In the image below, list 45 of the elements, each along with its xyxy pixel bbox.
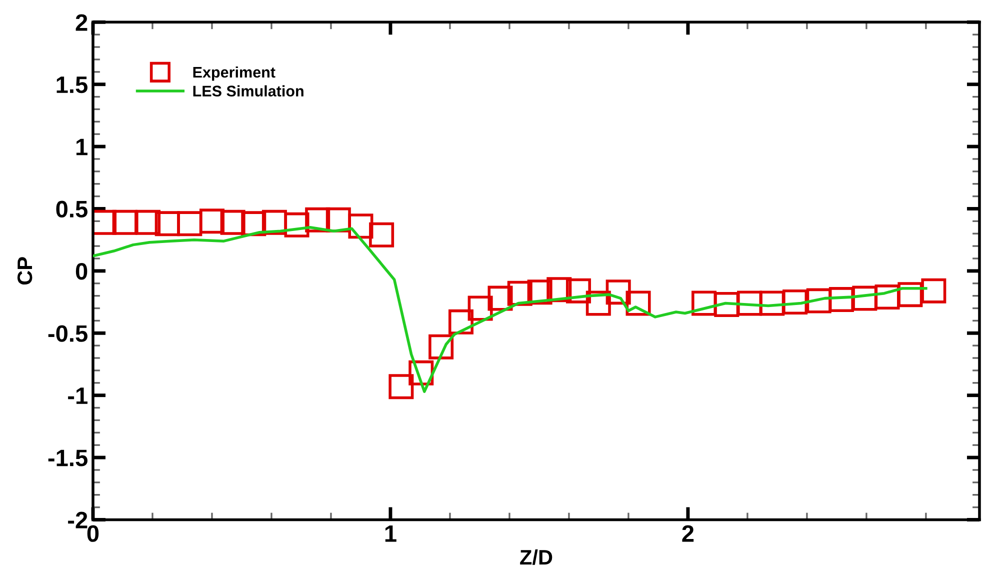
y-tick-label: -1.5: [48, 450, 88, 466]
point: [136, 210, 161, 235]
legend-label: Experiment: [193, 66, 276, 81]
y-tick-label: 1: [76, 138, 88, 156]
point: [284, 212, 310, 238]
point: [262, 210, 287, 235]
x-tick-label: 0: [87, 525, 99, 542]
point: [112, 210, 138, 235]
point: [714, 292, 740, 318]
point: [806, 288, 832, 314]
point: [737, 290, 762, 316]
point: [199, 208, 224, 234]
point: [527, 280, 552, 305]
point: [874, 284, 900, 310]
point: [760, 290, 785, 316]
point: [369, 222, 394, 248]
point: [898, 282, 923, 308]
y-tick-label: -2: [68, 512, 88, 528]
point: [305, 207, 330, 232]
point: [154, 211, 180, 236]
point: [92, 210, 116, 235]
legend-label: LES Simulation: [193, 85, 304, 97]
point: [388, 374, 414, 400]
y-tick-label: -0.5: [48, 325, 88, 342]
y-tick-label: 0: [76, 263, 88, 280]
x-tick-label: 2: [682, 525, 694, 542]
y-tick-label: 1.5: [56, 76, 88, 94]
point: [428, 334, 454, 360]
point: [692, 290, 717, 316]
point: [177, 211, 202, 236]
point: [921, 278, 946, 304]
point: [606, 280, 631, 305]
point: [586, 290, 611, 316]
point: [220, 210, 246, 235]
y-tick-label: 0.5: [56, 200, 88, 218]
point: [852, 286, 878, 311]
x-axis-title: Z/D: [520, 549, 552, 565]
point: [782, 290, 808, 315]
x-tick-label: 1: [385, 525, 396, 542]
point: [348, 214, 374, 239]
point: [828, 287, 854, 312]
point: [566, 278, 591, 304]
y-axis-title: CP: [17, 257, 32, 285]
y-tick-label: 2: [76, 14, 88, 31]
y-tick-label: -1: [68, 388, 88, 404]
